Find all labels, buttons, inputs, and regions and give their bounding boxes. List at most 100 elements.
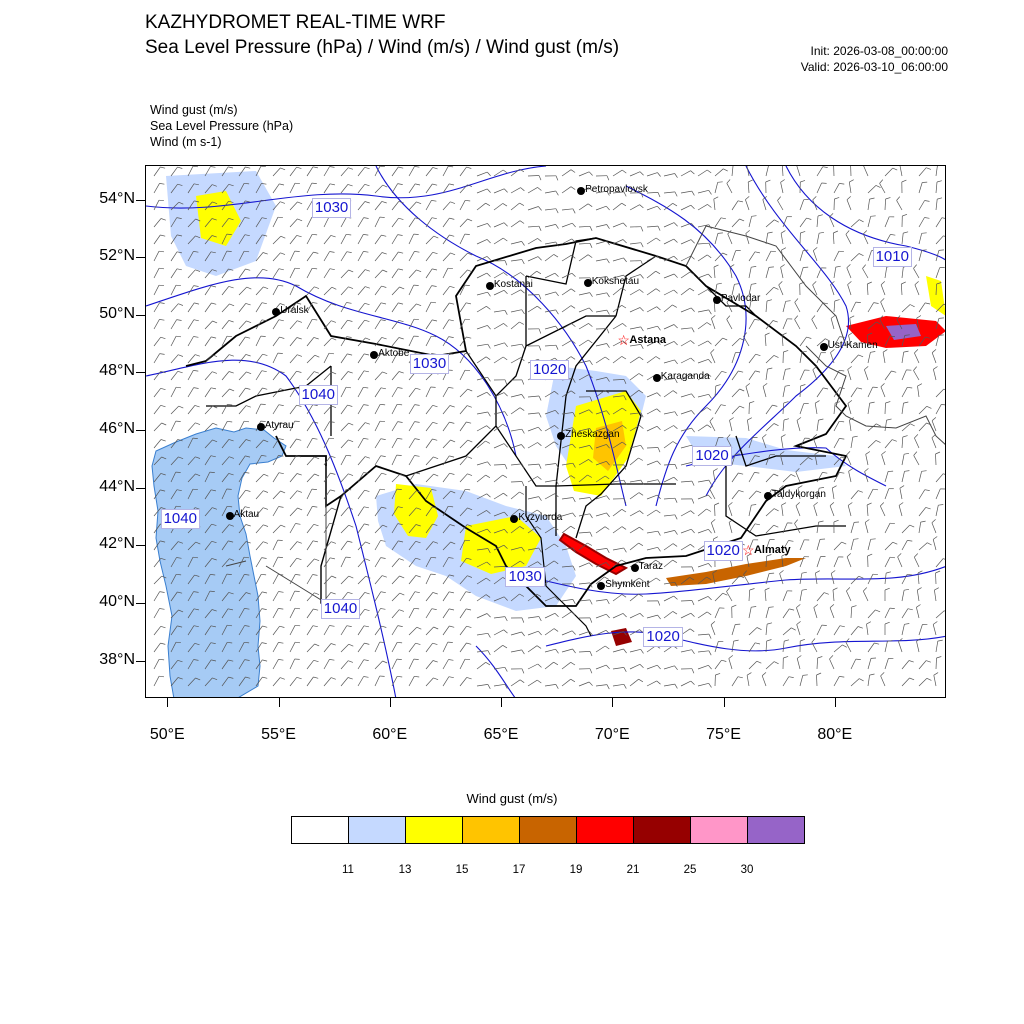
colorbar-tick-label: 30 (740, 864, 754, 876)
lon-tick-label: 65°E (483, 726, 519, 743)
wind-barb (680, 204, 695, 211)
wind-barb (476, 223, 491, 228)
wind-barb (323, 421, 335, 432)
wind-barb (425, 235, 439, 245)
wind-barb (901, 369, 912, 381)
wind-barb (204, 405, 218, 415)
wind-barb (832, 230, 839, 245)
wind-barb (612, 274, 627, 280)
wind-barb (777, 196, 784, 211)
wind-barb (745, 196, 750, 211)
wind-barb (646, 425, 661, 432)
wind-barb (391, 403, 403, 415)
wind-barb (408, 217, 421, 228)
wind-barb (901, 350, 909, 364)
wind-barb (935, 180, 942, 194)
wind-barb (476, 461, 491, 466)
layer-label-gust: Wind gust (m/s) (150, 103, 238, 117)
wind-barb (561, 323, 576, 330)
wind-barb (374, 184, 388, 194)
wind-barb (663, 378, 678, 384)
wind-barb (527, 426, 542, 432)
wind-barb (646, 237, 661, 245)
wind-barb (306, 267, 318, 279)
wind-barb (663, 289, 678, 296)
wind-barb (476, 411, 491, 417)
wind-barb (646, 356, 661, 364)
wind-barb (646, 225, 661, 231)
wind-barb (714, 181, 723, 194)
wind-barb (729, 417, 734, 432)
wind-barb (340, 184, 353, 194)
wind-barb (816, 166, 828, 177)
wind-barb (153, 353, 165, 364)
wind-barb (764, 332, 770, 347)
wind-barb (935, 282, 942, 296)
wind-barb (357, 456, 370, 466)
wind-barb (442, 405, 455, 415)
wind-barb (170, 284, 181, 296)
wind-barb (221, 439, 234, 449)
wind-barb (255, 370, 267, 381)
lon-tick (278, 698, 280, 707)
wind-barb (714, 282, 722, 296)
wind-barb (833, 438, 845, 449)
wind-barb (442, 421, 455, 432)
wind-barb (646, 192, 661, 198)
lon-tick-label: 75°E (706, 726, 741, 743)
wind-barb (510, 259, 525, 265)
wind-barb (680, 239, 695, 245)
wind-barb (238, 217, 250, 228)
wind-barb (778, 281, 784, 296)
wind-barb (812, 196, 818, 211)
wind-barb (255, 252, 268, 262)
wind-barb (726, 298, 733, 313)
wind-barb (850, 219, 864, 228)
colorbar-bin (747, 816, 805, 844)
wind-barb (595, 292, 610, 298)
init-time: Init: 2026-03-08_00:00:00 (810, 44, 948, 58)
wind-barb (578, 254, 593, 262)
wind-barb (935, 267, 945, 279)
city-label: Taldykorgan (772, 489, 826, 501)
wind-barb (595, 390, 610, 398)
wind-barb (862, 264, 869, 279)
wind-barb (238, 234, 250, 245)
wind-barb (765, 299, 772, 313)
wind-barb (780, 230, 786, 245)
wind-barb (833, 420, 845, 432)
wind-barb (709, 417, 716, 432)
map-canvas (146, 166, 945, 697)
wind-barb (204, 439, 218, 449)
wind-barb (153, 387, 166, 398)
region-border (685, 225, 945, 445)
wind-barb (187, 218, 201, 228)
wind-barb (442, 319, 454, 330)
wind-barb (901, 401, 909, 415)
wind-barb (663, 390, 678, 398)
wind-barb (272, 201, 286, 211)
wind-barb (918, 167, 932, 177)
wind-barb (272, 216, 283, 228)
wind-barb (629, 412, 644, 418)
wind-barb (745, 383, 751, 398)
lat-tick (136, 660, 145, 662)
wind-barb (459, 269, 473, 279)
wind-barb (748, 353, 761, 364)
wind-barb (408, 335, 419, 347)
wind-barb (272, 438, 284, 449)
wind-barb (272, 319, 284, 330)
wind-barb (629, 307, 644, 313)
wind-barb (391, 337, 404, 347)
wind-barb (238, 472, 250, 483)
wind-barb (814, 451, 820, 466)
wind-barb (510, 168, 525, 177)
wind-barb (459, 369, 471, 381)
map-panel (145, 165, 946, 698)
gust-area-red-band (886, 324, 921, 340)
wind-barb (510, 343, 525, 349)
wind-barb (629, 373, 644, 381)
wind-barb (918, 405, 932, 415)
wind-barb (578, 360, 593, 365)
wind-barb (425, 268, 438, 279)
